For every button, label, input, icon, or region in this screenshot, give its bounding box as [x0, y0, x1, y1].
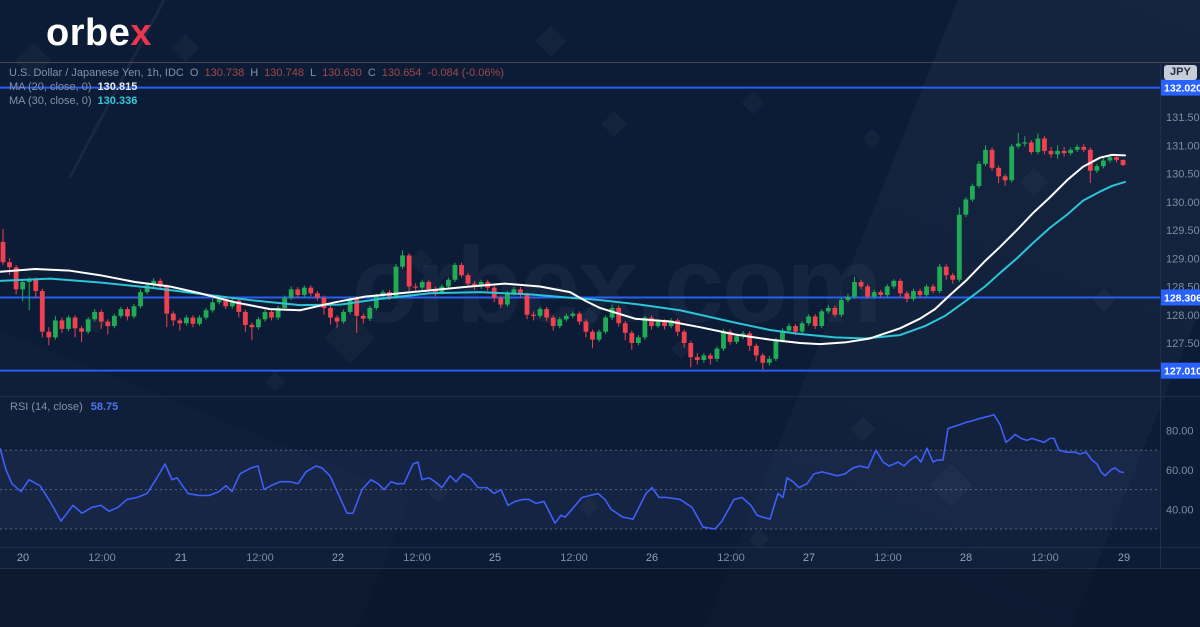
symbol-row[interactable]: U.S. Dollar / Japanese Yen, 1h, IDC O 130…	[9, 66, 504, 80]
ma30-label: MA (30, close, 0)	[9, 95, 92, 107]
svg-text:80.00: 80.00	[1166, 426, 1194, 438]
svg-text:12:00: 12:00	[560, 552, 588, 564]
candles-layer	[0, 132, 1126, 370]
svg-text:127.500: 127.500	[1166, 338, 1200, 350]
svg-text:25: 25	[489, 552, 501, 564]
rsi-label: RSI (14, close)	[10, 401, 83, 413]
svg-text:131.000: 131.000	[1166, 140, 1200, 152]
rsi-value: 58.75	[90, 401, 119, 413]
ma20-label: MA (20, close, 0)	[9, 81, 92, 93]
change-value: -0.084 (-0.06%)	[427, 67, 504, 79]
svg-text:40.00: 40.00	[1166, 504, 1194, 516]
svg-text:127.010: 127.010	[1164, 366, 1200, 378]
logo-x-glyph: x	[130, 12, 152, 54]
svg-text:12:00: 12:00	[88, 552, 116, 564]
panel-separators	[0, 62, 1200, 569]
open-value: 130.738	[204, 67, 245, 79]
low-label: L	[309, 67, 317, 79]
svg-text:12:00: 12:00	[1031, 552, 1059, 564]
svg-text:27: 27	[803, 552, 815, 564]
logo-text: orbe	[46, 12, 131, 54]
svg-text:131.500: 131.500	[1166, 112, 1200, 124]
svg-text:12:00: 12:00	[874, 552, 902, 564]
time-axis-labels: 20 12:00 21 12:00 22 12:00 25 12:00 26 12:00 27 12:…	[17, 552, 1130, 564]
rsi-legend-row[interactable]: RSI (14, close) 58.75	[10, 401, 118, 413]
svg-text:129.000: 129.000	[1166, 253, 1200, 265]
ma30-value: 130.336	[97, 95, 138, 107]
svg-text:21: 21	[175, 552, 187, 564]
close-label: C	[367, 67, 376, 79]
svg-text:26: 26	[646, 552, 658, 564]
chart-legend: U.S. Dollar / Japanese Yen, 1h, IDC O 130…	[9, 66, 504, 108]
currency-badge[interactable]: JPY	[1164, 65, 1197, 80]
high-label: H	[250, 67, 259, 79]
level-lines	[0, 86, 1160, 372]
low-value: 130.630	[322, 67, 362, 79]
watermark: orbex.com	[352, 224, 882, 345]
svg-text:12:00: 12:00	[403, 552, 431, 564]
svg-text:22: 22	[332, 552, 344, 564]
ma30-row[interactable]: MA (30, close, 0) 130.336	[9, 94, 504, 108]
ma-lines	[0, 153, 1126, 346]
rsi-band	[0, 449, 1160, 530]
ma20-row[interactable]: MA (20, close, 0) 130.815	[9, 80, 504, 94]
svg-text:130.500: 130.500	[1166, 169, 1200, 181]
svg-text:20: 20	[17, 552, 29, 564]
high-value: 130.748	[264, 67, 304, 79]
svg-text:60.00: 60.00	[1166, 465, 1194, 477]
level-price-badges: 132.020 128.306 127.010	[1161, 79, 1200, 379]
svg-text:130.000: 130.000	[1166, 197, 1200, 209]
bottom-strip	[0, 569, 1200, 627]
close-value: 130.654	[381, 67, 422, 79]
symbol-title: U.S. Dollar / Japanese Yen, 1h, IDC	[9, 67, 184, 79]
rsi-line	[0, 413, 1125, 530]
svg-text:128.306: 128.306	[1164, 292, 1200, 304]
svg-text:29: 29	[1118, 552, 1130, 564]
price-axis-labels: 131.500 131.000 130.500 130.000 129.500 129.0…	[1166, 112, 1200, 516]
svg-text:132.020: 132.020	[1164, 83, 1200, 95]
svg-text:128.000: 128.000	[1166, 310, 1200, 322]
orbex-logo[interactable]: orbex	[46, 12, 152, 55]
ma20-value: 130.815	[97, 81, 138, 93]
open-label: O	[189, 67, 199, 79]
svg-text:12:00: 12:00	[246, 552, 274, 564]
svg-text:129.500: 129.500	[1166, 225, 1200, 237]
svg-text:12:00: 12:00	[717, 552, 745, 564]
svg-text:28: 28	[960, 552, 972, 564]
